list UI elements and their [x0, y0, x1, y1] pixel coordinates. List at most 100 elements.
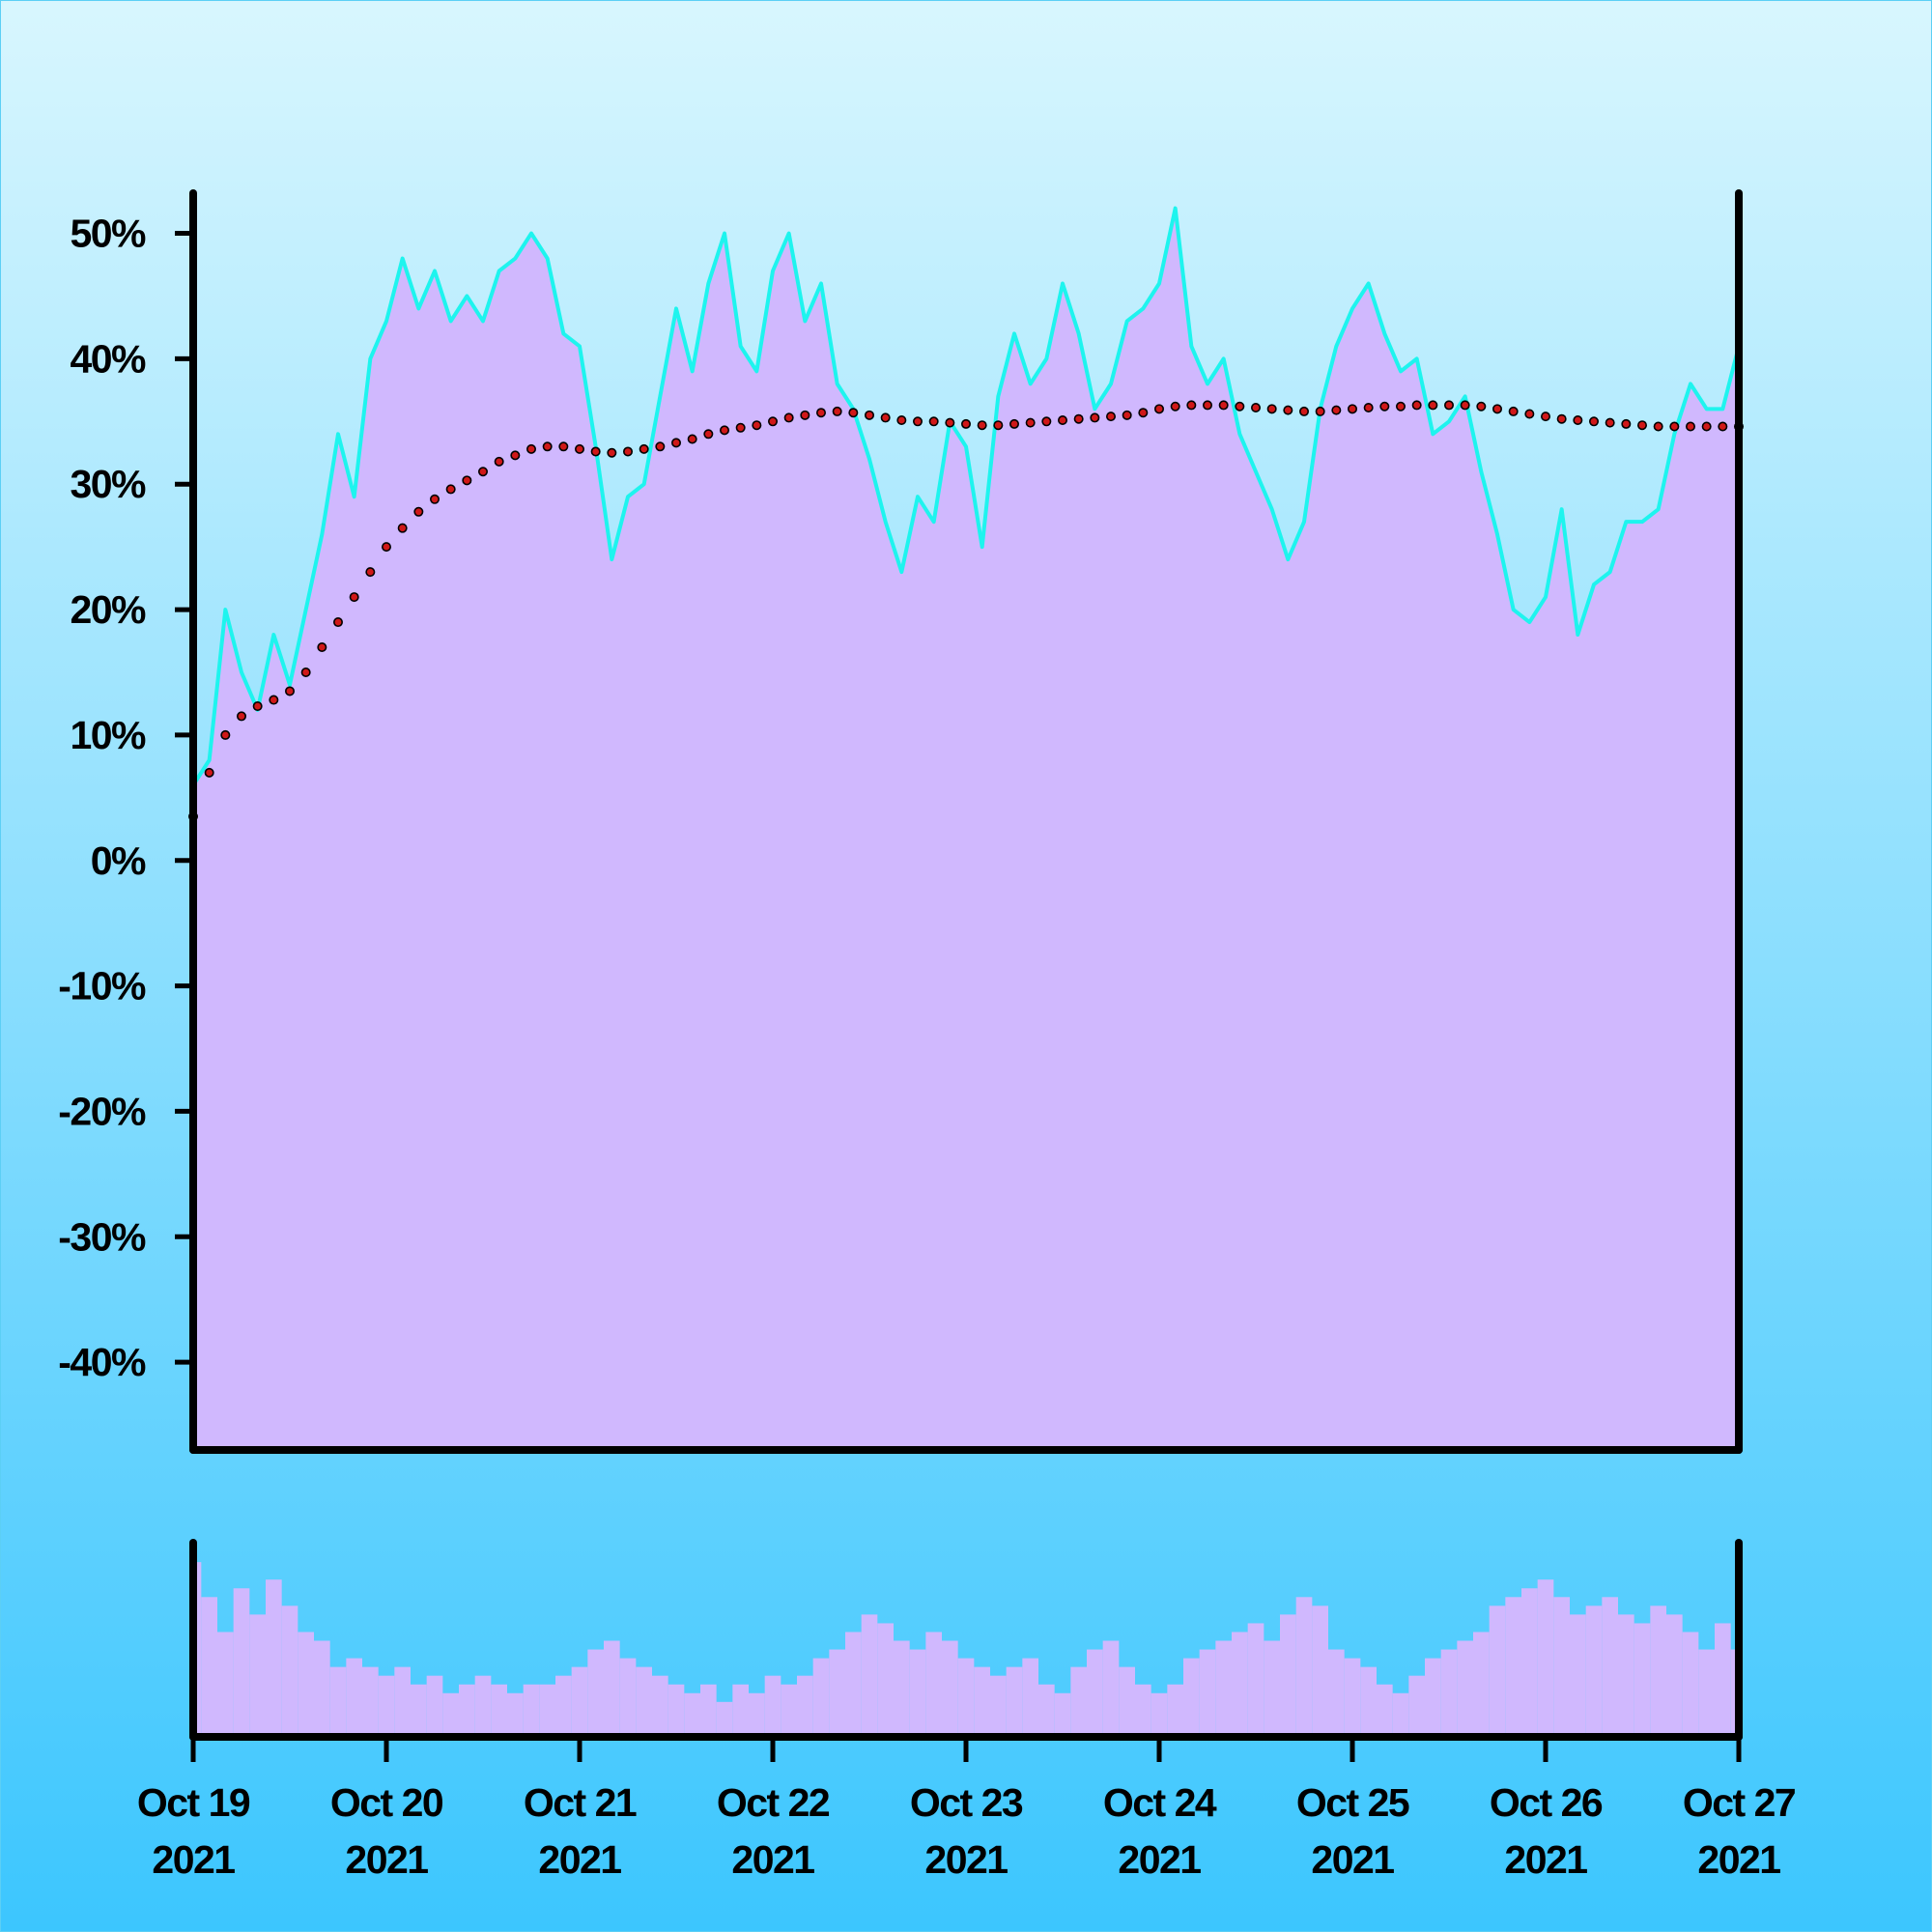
- average-dot: [977, 420, 987, 431]
- volume-bar: [1666, 1614, 1683, 1737]
- average-dot: [1621, 418, 1632, 429]
- x-tick-label: Oct 27 2021: [1683, 1780, 1795, 1882]
- average-dot: [1653, 421, 1663, 432]
- x-tick-label: Oct 25 2021: [1296, 1780, 1409, 1882]
- average-dot: [1235, 401, 1245, 412]
- x-tick-label: Oct 19 2021: [137, 1780, 250, 1882]
- average-dot: [332, 617, 343, 628]
- average-dot: [558, 441, 569, 452]
- average-dot: [1090, 412, 1100, 423]
- volume-bar: [571, 1666, 588, 1737]
- average-dot: [1348, 404, 1358, 414]
- volume-bar: [1199, 1649, 1216, 1737]
- volume-bar: [539, 1684, 555, 1737]
- average-dot: [848, 408, 859, 418]
- volume-bar: [700, 1684, 717, 1737]
- average-dot: [510, 450, 521, 461]
- volume-bar: [314, 1640, 330, 1737]
- volume-bar: [1585, 1605, 1603, 1737]
- y-tick-label: 40%: [70, 336, 146, 381]
- average-dot: [1186, 400, 1197, 411]
- average-dot: [622, 446, 633, 457]
- average-dot: [1492, 404, 1503, 414]
- average-dot: [1331, 405, 1342, 415]
- average-dot: [1573, 415, 1583, 426]
- average-dot: [1508, 406, 1519, 416]
- volume-bar: [1634, 1623, 1651, 1737]
- volume-bar: [491, 1684, 507, 1737]
- volume-bar: [764, 1675, 781, 1737]
- average-dot: [1476, 401, 1487, 412]
- average-dot: [349, 592, 359, 603]
- average-dot: [1556, 413, 1567, 424]
- x-tick-label: Oct 24 2021: [1103, 1780, 1217, 1882]
- volume-bar: [812, 1658, 830, 1737]
- average-dot: [1009, 418, 1020, 429]
- volume-bar: [652, 1675, 668, 1737]
- average-dot: [639, 443, 649, 454]
- y-tick-label: -40%: [58, 1340, 146, 1384]
- average-dot: [1138, 408, 1149, 418]
- average-dot: [1266, 404, 1277, 414]
- volume-bar: [1183, 1658, 1200, 1737]
- volume-bar: [894, 1640, 910, 1737]
- average-dot: [783, 412, 794, 423]
- average-dot: [237, 711, 247, 722]
- average-dot: [1170, 401, 1180, 412]
- average-dot: [815, 408, 826, 418]
- average-dot: [317, 642, 327, 653]
- volume-bar: [668, 1684, 685, 1737]
- volume-bar: [942, 1640, 958, 1737]
- volume-bar: [1650, 1605, 1666, 1737]
- volume-bar: [1087, 1649, 1103, 1737]
- average-dot: [1299, 406, 1310, 416]
- average-dot: [1315, 406, 1325, 416]
- volume-bar: [909, 1649, 926, 1737]
- average-dot: [864, 410, 874, 420]
- average-dot: [1589, 416, 1600, 427]
- volume-bar: [249, 1614, 266, 1737]
- average-dot: [896, 415, 907, 426]
- volume-bar: [329, 1666, 347, 1737]
- average-dot: [204, 767, 214, 778]
- volume-bar: [587, 1649, 604, 1737]
- average-dot: [1428, 400, 1438, 411]
- volume-bar: [266, 1579, 282, 1737]
- volume-bar: [845, 1632, 862, 1737]
- x-tick-label: Oct 26 2021: [1490, 1780, 1603, 1882]
- x-tick-label: Oct 20 2021: [330, 1780, 443, 1882]
- average-dot: [655, 441, 666, 452]
- average-dot: [1605, 417, 1615, 428]
- average-dot: [1122, 410, 1132, 420]
- volume-bar: [749, 1692, 765, 1737]
- average-dot: [462, 475, 472, 486]
- average-dot: [912, 416, 923, 427]
- volume-bar: [233, 1588, 250, 1737]
- volume-bar: [1360, 1666, 1377, 1737]
- average-dot: [1058, 415, 1068, 426]
- volume-bar: [1312, 1605, 1328, 1737]
- volume-bar: [1698, 1649, 1715, 1737]
- volume-bar: [1102, 1640, 1120, 1737]
- volume-bar: [298, 1632, 314, 1737]
- average-dot: [752, 420, 762, 431]
- average-dot: [928, 416, 939, 427]
- average-dot: [1203, 400, 1213, 411]
- average-dot: [1396, 401, 1406, 412]
- average-dot: [269, 695, 279, 705]
- volume-bar: [1280, 1614, 1296, 1737]
- average-dot: [1686, 421, 1696, 432]
- y-tick-label: -10%: [58, 964, 146, 1009]
- volume-bar: [362, 1666, 379, 1737]
- volume-bar: [877, 1623, 894, 1737]
- average-dot: [381, 542, 391, 553]
- average-dot: [880, 412, 891, 423]
- volume-bar: [957, 1658, 975, 1737]
- x-tick-label: Oct 23 2021: [910, 1780, 1023, 1882]
- average-dot: [993, 420, 1004, 431]
- average-dot: [1718, 421, 1728, 432]
- average-dot: [703, 429, 714, 440]
- volume-bar: [459, 1684, 475, 1737]
- volume-bar: [925, 1632, 942, 1737]
- average-dot: [1669, 421, 1680, 432]
